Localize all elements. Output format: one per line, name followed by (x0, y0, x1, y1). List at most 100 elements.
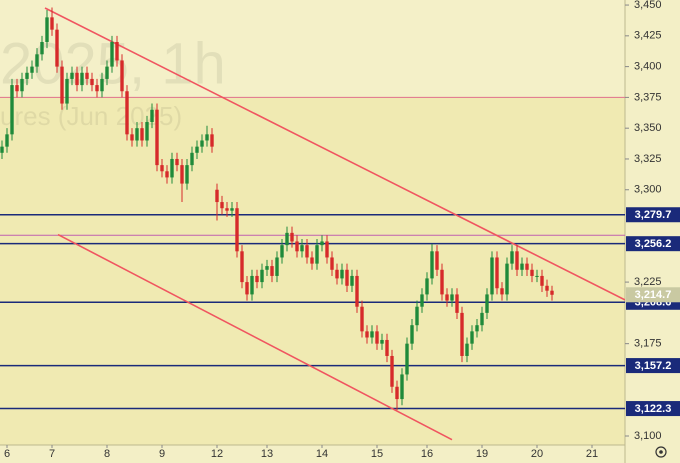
level-box (626, 236, 680, 252)
candle-body (455, 294, 459, 313)
candle-body (200, 140, 204, 147)
candle-body (310, 257, 314, 264)
candle-body (65, 78, 69, 104)
level-label: 3,256.2 (635, 238, 672, 250)
candle-body (285, 232, 289, 246)
candle-body (410, 325, 414, 344)
candle-body (485, 294, 489, 313)
candle-body (220, 202, 224, 209)
x-tick-label: 21 (586, 448, 598, 460)
candle-body (320, 241, 324, 246)
candle-body (50, 17, 54, 30)
candle-body (270, 266, 274, 276)
candle-body (75, 72, 79, 86)
candle-body (185, 165, 189, 184)
y-tick-label: 3,100 (634, 430, 662, 442)
candle-body (20, 78, 24, 92)
candle-body (530, 269, 534, 276)
candle-body (250, 275, 254, 295)
candle-body (395, 386, 399, 400)
x-tick-label: 14 (316, 448, 328, 460)
candle-body (255, 275, 259, 283)
candle-body (170, 158, 174, 178)
candle-body (245, 282, 249, 295)
candle-body (545, 285, 549, 291)
candle-body (230, 208, 234, 211)
candle-body (145, 122, 149, 141)
level-box (626, 358, 680, 374)
candle-body (445, 294, 449, 301)
candle-body (195, 146, 199, 153)
candle-body (315, 245, 319, 264)
last-price-label: 3,214.7 (635, 289, 672, 301)
candle-body (385, 339, 389, 356)
x-tick-label: 19 (476, 448, 488, 460)
candle-body (515, 251, 519, 270)
candle-body (115, 41, 119, 61)
x-tick-label: 15 (371, 448, 383, 460)
y-tick-label: 3,425 (634, 30, 662, 42)
candle-body (160, 165, 164, 172)
candle-body (335, 269, 339, 279)
plot (0, 7, 625, 441)
candle-body (305, 245, 309, 258)
candle-body (420, 294, 424, 307)
candle-body (125, 91, 129, 135)
candle-body (205, 134, 209, 141)
candle-body (95, 85, 99, 92)
candle-body (450, 294, 454, 301)
candle-body (35, 54, 39, 67)
level-label: 3,279.7 (635, 209, 672, 221)
y-tick-label: 3,225 (634, 276, 662, 288)
candle-body (295, 241, 299, 252)
x-tick-label: 13 (261, 448, 273, 460)
candle-body (520, 263, 524, 270)
candle-body (25, 72, 29, 79)
candle-body (240, 251, 244, 283)
y-tick-label: 3,400 (634, 61, 662, 73)
candle-body (365, 331, 369, 338)
trendline (44, 7, 625, 301)
candle-body (235, 208, 239, 252)
y-tick-label: 3,175 (634, 338, 662, 350)
candle-body (350, 275, 354, 286)
candle-body (340, 269, 344, 279)
candle-body (425, 278, 429, 295)
candle-body (180, 165, 184, 184)
candle-body (535, 275, 539, 277)
y-tick-label: 3,300 (634, 184, 662, 196)
candle-body (5, 134, 9, 147)
x-tick-label: 7 (49, 448, 55, 460)
candle-body (0, 146, 4, 153)
candle-body (540, 275, 544, 286)
settings-icon[interactable] (655, 446, 667, 458)
candle-body (210, 134, 214, 147)
candle-body (275, 257, 279, 276)
level-label: 3,122.3 (635, 403, 672, 415)
candle-body (460, 312, 464, 356)
candle-body (260, 269, 264, 283)
candle-body (550, 290, 554, 295)
candle-body (265, 266, 269, 270)
candle-body (215, 189, 219, 203)
candle-body (495, 257, 499, 289)
x-tick-label: 8 (104, 448, 110, 460)
candle-body (105, 66, 109, 79)
candle-body (380, 339, 384, 344)
candle-body (405, 343, 409, 375)
level-box (626, 207, 680, 223)
candle-body (280, 245, 284, 258)
candle-body (30, 66, 34, 73)
candle-body (370, 331, 374, 338)
candle-body (110, 41, 114, 67)
candle-body (225, 208, 229, 211)
candle-body (90, 78, 94, 86)
candle-body (360, 306, 364, 332)
candle-body (375, 331, 379, 344)
x-tick-label: 20 (531, 448, 543, 460)
candle-body (10, 85, 14, 135)
x-tick-label: 9 (159, 448, 165, 460)
watermark: ures (Jun 2025) (0, 101, 182, 131)
candle-body (100, 78, 104, 92)
